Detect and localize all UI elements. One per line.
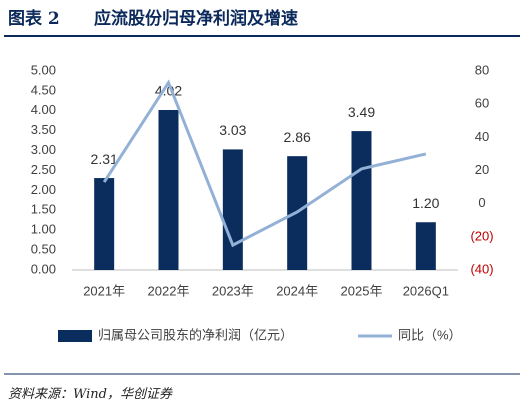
y-tick-label: 4.50	[31, 82, 56, 97]
x-tick-label: 2026Q1	[403, 283, 449, 298]
x-tick-label: 2021年	[83, 283, 125, 298]
y2-tick-label: 80	[475, 62, 489, 77]
y-tick-label: 3.00	[31, 142, 56, 157]
x-tick-label: 2022年	[148, 283, 190, 298]
x-tick-label: 2023年	[212, 283, 254, 298]
data-label: 3.49	[348, 104, 375, 120]
line	[102, 79, 427, 248]
legend-label: 同比（%）	[398, 327, 462, 342]
x-tick-label: 2025年	[341, 283, 383, 298]
y2-tick-label: 60	[475, 96, 489, 111]
bar	[158, 110, 179, 270]
y-tick-label: 0.00	[31, 261, 56, 276]
y2-tick-label: (20)	[470, 228, 493, 243]
y-tick-label: 2.50	[31, 162, 56, 177]
y2-tick-label: 40	[475, 129, 489, 144]
x-tick-label: 2024年	[276, 283, 318, 298]
data-label: 3.03	[219, 122, 246, 138]
source: 资料来源：Wind，华创证券	[8, 387, 173, 402]
y-tick-label: 2.00	[31, 182, 56, 197]
y-tick-label: 0.50	[31, 242, 56, 257]
data-label: 2.31	[91, 151, 118, 167]
data-label: 1.20	[412, 195, 439, 211]
data-label: 2.86	[284, 129, 311, 145]
legend-label: 归属母公司股东的净利润（亿元）	[98, 327, 293, 342]
chart-title: 应流股份归母净利润及增速	[94, 8, 298, 29]
y-tick-label: 4.00	[31, 102, 56, 117]
y-tick-label: 5.00	[31, 62, 56, 77]
y2-tick-label: 20	[475, 162, 489, 177]
y2-tick-label: (40)	[470, 261, 493, 276]
bar	[94, 178, 115, 270]
y-tick-label: 1.50	[31, 202, 56, 217]
y-tick-label: 1.00	[31, 222, 56, 237]
y2-tick-label: 0	[478, 195, 485, 210]
bar	[222, 149, 243, 270]
bar	[351, 131, 372, 270]
y-tick-label: 3.50	[31, 122, 56, 137]
legend-swatch	[58, 330, 92, 342]
figure-label: 图表 2	[8, 8, 60, 29]
bar	[415, 222, 436, 270]
